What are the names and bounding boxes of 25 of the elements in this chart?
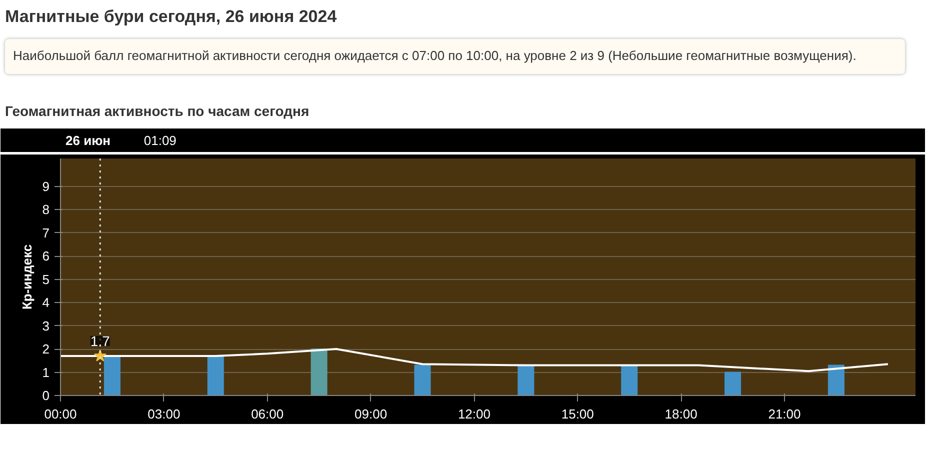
y-tick-label: 3 xyxy=(42,318,50,334)
y-tick-label: 0 xyxy=(42,388,50,403)
x-tick-label: 06:00 xyxy=(251,406,284,422)
y-axis-title: Кр-индекс xyxy=(19,244,34,310)
text: Наибольшой балл геомагнитной активности сегодня ожидается с 07:00 по 10:00, на уровне 2 из 9 (Небольшие геомагнитные возмущения). xyxy=(5,39,905,74)
x-tick-label: 15:00 xyxy=(561,406,594,422)
y-tick-label: 8 xyxy=(42,202,50,218)
annotation: 1.7 xyxy=(90,333,110,349)
x-tick-label: 12:00 xyxy=(458,406,490,422)
text: 26 июн xyxy=(66,133,111,148)
x-tick-label: 18:00 xyxy=(664,406,698,422)
y-tick-label: 7 xyxy=(42,225,50,240)
ref-line-label: 01:09 xyxy=(144,133,176,148)
y-tick-label: 6 xyxy=(42,248,50,264)
x-tick-label: 21:00 xyxy=(768,406,801,422)
y-tick-label: 1 xyxy=(42,364,50,380)
chart-title: Магнитные бури сегодня, 26 июня 2024 xyxy=(5,6,337,28)
x-tick-label: 00:00 xyxy=(44,406,77,422)
y-tick-label: 2 xyxy=(42,342,50,357)
x-tick-label: 03:00 xyxy=(148,406,180,422)
y-tick-label: 5 xyxy=(42,272,50,287)
chart-subtitle: Геомагнитная активность по часам сегодня xyxy=(5,102,310,121)
y-tick-label: 4 xyxy=(42,295,50,310)
x-tick-label: 09:00 xyxy=(354,406,388,422)
y-tick-label: 9 xyxy=(42,178,50,194)
